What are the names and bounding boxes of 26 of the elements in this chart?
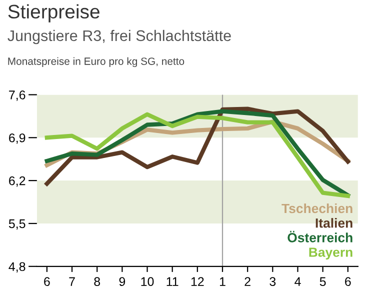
- x-tick-label: 7: [69, 277, 75, 286]
- text: Österreich: [288, 230, 352, 242]
- x-tick-label: 12: [191, 277, 204, 286]
- line-series: [44, 106, 350, 186]
- x-tick-label: 2: [244, 277, 250, 286]
- text: Bayern: [309, 248, 352, 260]
- text: Italien: [316, 218, 352, 228]
- chart-title: Stierpreise: [8, 4, 100, 22]
- x-tick-label: 11: [166, 277, 178, 286]
- x-tick-label: 4: [294, 277, 301, 286]
- chart-subtitle: Jungstiere R3, frei Schlachtstätte: [8, 30, 231, 44]
- x-tick-label: 8: [94, 277, 100, 286]
- x-tick-label: 5: [320, 277, 326, 286]
- y-tick-label: 4,8: [8, 262, 26, 273]
- y-tick-label: 7,6: [9, 90, 26, 101]
- x-tick-label: 6: [345, 277, 351, 286]
- y-tick-label: 5,5: [8, 219, 26, 230]
- x-tick-label: 1: [220, 277, 226, 286]
- text: Monatspreise in Euro pro kg SG, netto: [8, 57, 184, 68]
- x-tick-label: 3: [270, 277, 276, 286]
- x-tick-label: 10: [141, 277, 154, 286]
- y-tick-label: 6,9: [9, 133, 26, 144]
- x-tick-label: 9: [119, 277, 126, 286]
- text: Tschechien: [282, 203, 352, 214]
- x-tick-label: 6: [44, 277, 50, 286]
- y-tick-label: 6,2: [9, 176, 26, 187]
